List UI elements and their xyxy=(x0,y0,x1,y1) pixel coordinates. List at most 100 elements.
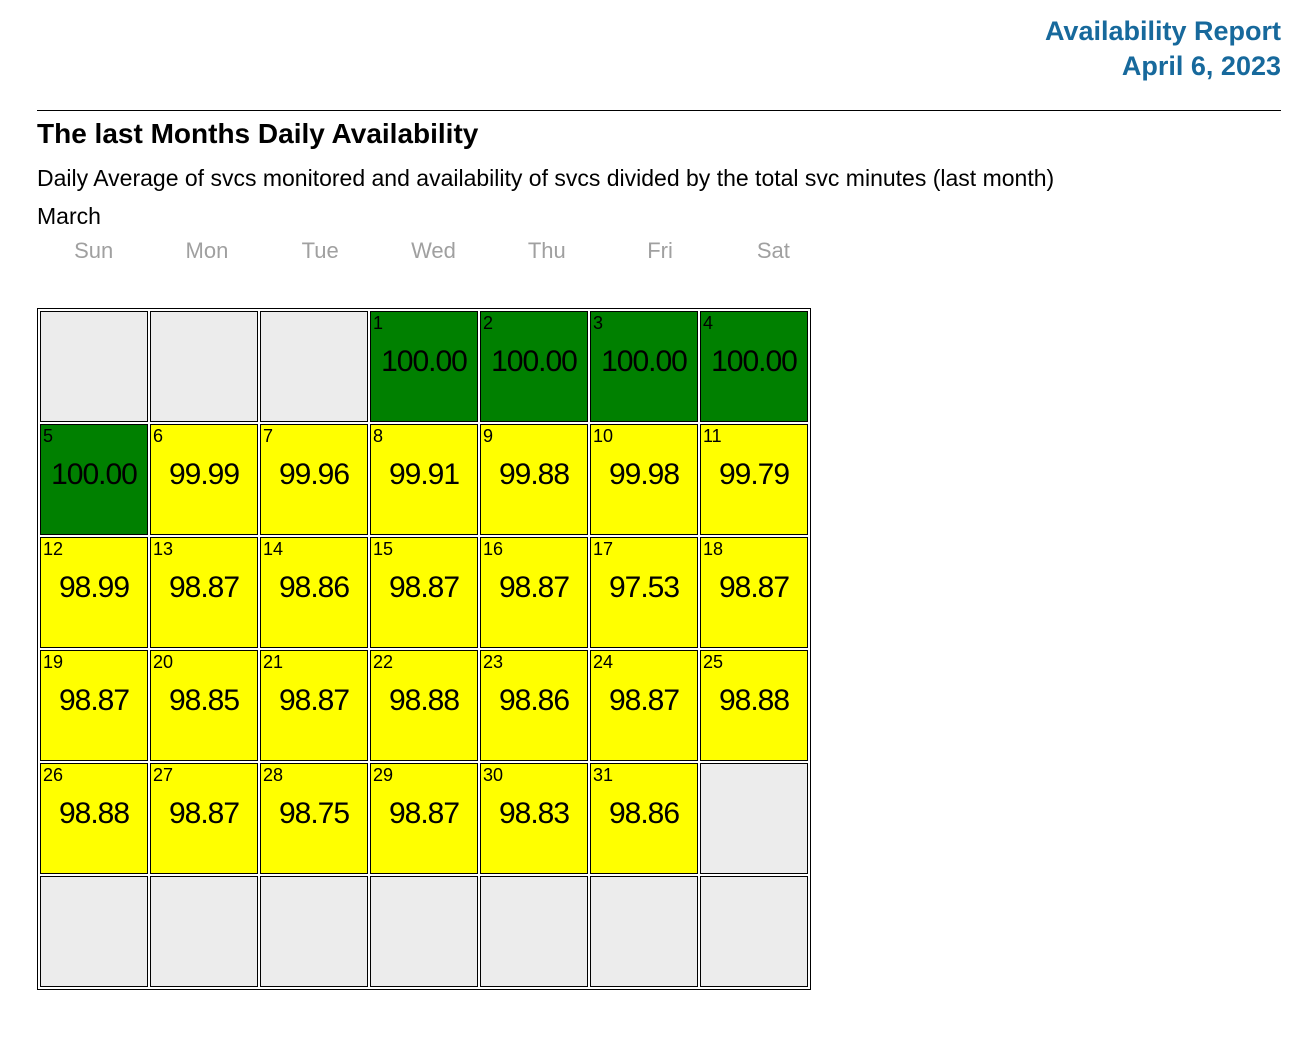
calendar-day-cell: 20 98.85 xyxy=(150,650,258,761)
day-number: 16 xyxy=(483,539,504,559)
calendar-day-cell: 29 98.87 xyxy=(370,763,478,874)
day-availability-value: 100.00 xyxy=(491,345,578,378)
day-availability-value: 100.00 xyxy=(601,345,688,378)
report-header: Availability Report April 6, 2023 xyxy=(0,0,1312,84)
calendar-day-cell: 19 98.87 xyxy=(40,650,148,761)
calendar-day-cell: 17 97.53 xyxy=(590,537,698,648)
calendar-empty-cell xyxy=(480,876,588,987)
calendar-day-cell: 30 98.83 xyxy=(480,763,588,874)
day-number: 23 xyxy=(483,652,504,672)
day-availability-value: 98.86 xyxy=(278,571,350,604)
day-availability-value: 97.53 xyxy=(608,571,680,604)
section-heading: The last Months Daily Availability xyxy=(37,118,479,149)
calendar-day-cell: 6 99.99 xyxy=(150,424,258,535)
calendar-day-cell: 11 99.79 xyxy=(700,424,808,535)
month-label: March xyxy=(37,203,101,229)
calendar-day-cell: 13 98.87 xyxy=(150,537,258,648)
calendar-day-cell: 8 99.91 xyxy=(370,424,478,535)
day-availability-value: 99.96 xyxy=(278,458,350,491)
calendar-day-cell: 5 100.00 xyxy=(40,424,148,535)
calendar-day-cell: 22 98.88 xyxy=(370,650,478,761)
calendar-day-cell: 3 100.00 xyxy=(590,311,698,422)
calendar-day-cell: 16 98.87 xyxy=(480,537,588,648)
day-number: 19 xyxy=(43,652,64,672)
calendar-day-cell: 24 98.87 xyxy=(590,650,698,761)
day-number: 20 xyxy=(153,652,174,672)
calendar-day-cell: 10 99.98 xyxy=(590,424,698,535)
calendar-day-cell: 18 98.87 xyxy=(700,537,808,648)
day-number: 14 xyxy=(263,539,284,559)
day-availability-value: 100.00 xyxy=(381,345,468,378)
weekday-label-fri: Fri xyxy=(647,238,673,263)
weekday-label-tue: Tue xyxy=(301,238,339,263)
day-number: 10 xyxy=(593,426,614,446)
day-number: 26 xyxy=(43,765,64,785)
day-availability-value: 98.87 xyxy=(58,684,130,717)
day-number: 3 xyxy=(593,313,604,333)
day-number: 9 xyxy=(483,426,494,446)
day-availability-value: 99.91 xyxy=(388,458,460,491)
calendar-week-row: 26 98.88 27 98.87 28 98.75 29 98.87 30 98.83 31 98.… xyxy=(40,763,808,874)
calendar-day-cell: 7 99.96 xyxy=(260,424,368,535)
calendar-empty-cell xyxy=(700,763,808,874)
day-number: 29 xyxy=(373,765,394,785)
day-number: 13 xyxy=(153,539,174,559)
day-number: 15 xyxy=(373,539,394,559)
day-availability-value: 98.75 xyxy=(278,797,350,830)
weekday-label-sun: Sun xyxy=(74,238,114,263)
day-number: 21 xyxy=(263,652,284,672)
day-number: 12 xyxy=(43,539,64,559)
day-availability-value: 100.00 xyxy=(711,345,798,378)
calendar-day-cell: 27 98.87 xyxy=(150,763,258,874)
calendar-empty-cell xyxy=(590,876,698,987)
calendar-empty-cell xyxy=(40,311,148,422)
report-date: April 6, 2023 xyxy=(1121,51,1281,81)
calendar-week-row: 12 98.99 13 98.87 14 98.86 15 98.87 16 98.87 17 97.… xyxy=(40,537,808,648)
day-availability-value: 98.88 xyxy=(718,684,790,717)
calendar-day-cell: 14 98.86 xyxy=(260,537,368,648)
calendar-day-cell: 12 98.99 xyxy=(40,537,148,648)
day-number: 6 xyxy=(153,426,164,446)
day-number: 31 xyxy=(593,765,614,785)
day-availability-value: 98.83 xyxy=(498,797,570,830)
day-availability-value: 98.87 xyxy=(168,797,240,830)
day-availability-value: 99.88 xyxy=(498,458,570,491)
day-number: 2 xyxy=(483,313,494,333)
calendar-empty-cell xyxy=(700,876,808,987)
weekday-label-wed: Wed xyxy=(411,238,456,263)
day-availability-value: 98.87 xyxy=(168,571,240,604)
calendar-body: 1 100.00 2 100.00 3 100.00 4 100.00 5 100.00 6 99.9… xyxy=(40,311,808,987)
day-availability-value: 98.87 xyxy=(608,684,680,717)
day-availability-value: 98.87 xyxy=(278,684,350,717)
calendar-day-cell: 15 98.87 xyxy=(370,537,478,648)
calendar-empty-cell xyxy=(260,876,368,987)
day-number: 5 xyxy=(43,426,54,446)
day-availability-value: 98.87 xyxy=(388,797,460,830)
day-number: 30 xyxy=(483,765,504,785)
day-number: 24 xyxy=(593,652,614,672)
availability-calendar: 1 100.00 2 100.00 3 100.00 4 100.00 5 100.00 6 99.9… xyxy=(37,308,811,990)
day-number: 8 xyxy=(373,426,384,446)
calendar-day-cell: 1 100.00 xyxy=(370,311,478,422)
calendar-week-row: 5 100.00 6 99.99 7 99.96 8 99.91 9 99.88 10 99.98 11… xyxy=(40,424,808,535)
day-number: 4 xyxy=(703,313,714,333)
day-availability-value: 99.79 xyxy=(718,458,790,491)
calendar-week-row: 19 98.87 20 98.85 21 98.87 22 98.88 23 98.86 24 98.… xyxy=(40,650,808,761)
day-number: 11 xyxy=(703,426,722,446)
calendar-empty-cell xyxy=(150,876,258,987)
calendar-week-row xyxy=(40,876,808,987)
day-availability-value: 99.98 xyxy=(608,458,680,491)
day-availability-value: 98.87 xyxy=(718,571,790,604)
day-availability-value: 98.87 xyxy=(498,571,570,604)
section-description: Daily Average of svcs monitored and avai… xyxy=(37,165,1055,191)
day-number: 18 xyxy=(703,539,724,559)
calendar-day-cell: 28 98.75 xyxy=(260,763,368,874)
calendar-empty-cell xyxy=(40,876,148,987)
report-title: Availability Report xyxy=(1044,16,1281,46)
day-number: 25 xyxy=(703,652,724,672)
calendar-day-cell: 4 100.00 xyxy=(700,311,808,422)
calendar-day-cell: 2 100.00 xyxy=(480,311,588,422)
day-availability-value: 98.99 xyxy=(58,571,130,604)
calendar-empty-cell xyxy=(260,311,368,422)
